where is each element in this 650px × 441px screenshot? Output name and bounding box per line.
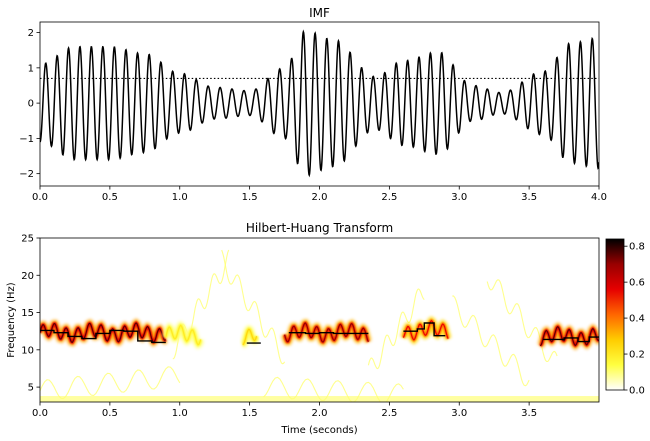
- hht-ridge: [242, 328, 258, 345]
- imf-xtick-label: 1.0: [172, 192, 188, 203]
- hht-data-layer: [40, 249, 599, 402]
- imf-title: IMF: [309, 6, 330, 20]
- colorbar: 0.0 0.2 0.4 0.6 0.8: [605, 238, 645, 397]
- hht-median-frequency-line: [40, 322, 599, 344]
- hht-faint-trace: [367, 288, 425, 370]
- hht-ridge: [165, 324, 202, 346]
- hht-xlabel: Time (seconds): [280, 425, 357, 436]
- hht-xtick-label: 3.5: [521, 408, 537, 419]
- imf-series-line: [40, 29, 599, 178]
- hht-ylabel: Frequency (Hz): [6, 282, 17, 358]
- colorbar-tick-label: 0.4: [629, 314, 645, 325]
- imf-xtick-label: 4.0: [591, 192, 607, 203]
- hht-ticks: 0.0 0.5 1.0 1.5 2.0 2.5 3.0 3.5 5 10 15 20 25: [21, 234, 537, 420]
- hht-title: Hilbert-Huang Transform: [246, 221, 393, 235]
- imf-xtick-label: 0.5: [102, 192, 118, 203]
- hht-faint-trace: [40, 366, 181, 400]
- imf-xtick-label: 3.5: [521, 192, 537, 203]
- hht-ytick-label: 5: [28, 383, 34, 394]
- imf-xtick-label: 0.0: [32, 192, 48, 203]
- hht-faint-trace: [486, 279, 558, 363]
- imf-xtick-label: 3.0: [451, 192, 467, 203]
- hht-panel: Hilbert-Huang Transform 0.0 0.5 1.0 1.5 2.0 2…: [6, 221, 600, 436]
- hht-xtick-label: 2.5: [381, 408, 397, 419]
- imf-ticks: 0.0 0.5 1.0 1.5 2.0 2.5 3.0 3.5 4.0 −2 −1 0 1 2: [19, 28, 607, 203]
- hht-ytick-label: 15: [21, 308, 34, 319]
- imf-ytick-label: −1: [19, 134, 34, 145]
- colorbar-ticks: 0.0 0.2 0.4 0.6 0.8: [624, 242, 645, 397]
- hht-xtick-label: 0.0: [32, 408, 48, 419]
- imf-ytick-label: 2: [28, 28, 34, 39]
- imf-ytick-label: −2: [19, 169, 34, 180]
- imf-ytick-label: 0: [28, 99, 34, 110]
- colorbar-gradient: [605, 238, 625, 391]
- imf-panel: IMF 0.0 0.5 1.0 1.5 2.0 2.5 3.0 3.5 4.0 −2 −1 0 1 2: [19, 6, 607, 203]
- colorbar-tick-label: 0.2: [629, 350, 645, 361]
- hht-xtick-label: 0.5: [102, 408, 118, 419]
- hht-faint-trace: [221, 249, 286, 365]
- hht-plot-area: [40, 238, 599, 402]
- imf-xtick-label: 2.5: [381, 192, 397, 203]
- hht-xtick-label: 1.5: [242, 408, 258, 419]
- colorbar-tick-label: 0.8: [629, 242, 645, 253]
- imf-xtick-label: 2.0: [312, 192, 328, 203]
- hht-xtick-label: 3.0: [451, 408, 467, 419]
- hht-ytick-label: 10: [21, 345, 34, 356]
- hht-xtick-label: 2.0: [312, 408, 328, 419]
- imf-ytick-label: 1: [28, 63, 34, 74]
- hht-ytick-label: 20: [21, 271, 34, 282]
- hht-faint-trace: [452, 295, 530, 387]
- colorbar-tick-label: 0.0: [629, 386, 645, 397]
- hht-xtick-label: 1.0: [172, 408, 188, 419]
- hht-ytick-label: 25: [21, 234, 34, 245]
- colorbar-tick-label: 0.6: [629, 278, 645, 289]
- imf-xtick-label: 1.5: [242, 192, 258, 203]
- imf-data-layer: [40, 29, 599, 178]
- hht-ridge: [402, 320, 449, 341]
- hht-ridge: [40, 322, 167, 344]
